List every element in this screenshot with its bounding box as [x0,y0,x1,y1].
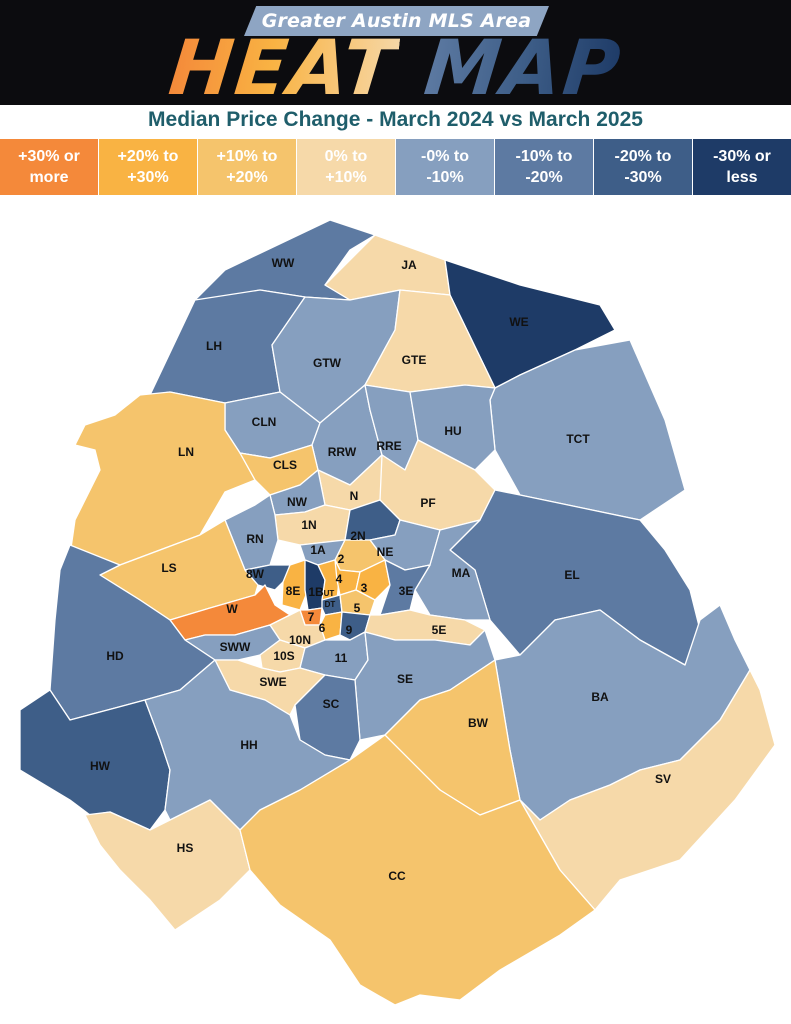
banner-shape [244,6,549,36]
header-bar: Greater Austin MLS Area HEAT MAP [0,0,791,112]
map-label-we: WE [509,315,528,329]
map-label-7: 7 [308,610,315,624]
map-label-ma: MA [452,566,471,580]
area-map: WW JA WE LH GTW GTE TCT CLN RRW RRE HU LN CLS N PF NW 1N… [19,219,776,1006]
map-area-5 [339,589,376,616]
map-label-ls: LS [161,561,176,575]
legend-item: -20% to -30% [594,139,693,195]
map-label-10n: 10N [289,633,311,647]
subtitle: Median Price Change - March 2024 vs Marc… [148,108,643,131]
map-label-9: 9 [346,623,353,637]
map-label-ut: UT [324,589,335,598]
map-label-sc: SC [323,697,340,711]
map-label-2n: 2N [350,529,365,543]
map-label-sww: SWW [220,640,251,654]
map-label-ww: WW [272,256,295,270]
map-label-11: 11 [335,651,348,665]
map-label-rrw: RRW [328,445,357,459]
map-label-cc: CC [388,869,406,883]
legend-item: -0% to -10% [396,139,495,195]
main-title: HEAT MAP [0,23,791,112]
legend-item: +30% or more [0,139,99,195]
map-label-ba: BA [591,690,609,704]
map-label-5e: 5E [432,623,447,637]
legend: +30% or more +20% to +30% +10% to +20% 0… [0,139,791,195]
title-word-map: MAP [420,23,626,112]
banner: Greater Austin MLS Area [244,6,549,36]
map-label-hu: HU [444,424,461,438]
map-label-hs: HS [177,841,194,855]
map-label-1b: 1B [308,585,324,599]
map-label-cls: CLS [273,458,297,472]
map-label-se: SE [397,672,413,686]
map-label-cln: CLN [252,415,277,429]
map-label-10s: 10S [273,649,294,663]
map-area-3 [355,559,391,601]
map-label-hh: HH [240,738,257,752]
area-shapes [19,219,776,1006]
map-area-cc [239,734,596,1006]
map-label-3: 3 [361,581,368,595]
map-label-hd: HD [106,649,124,663]
area-labels: WW JA WE LH GTW GTE TCT CLN RRW RRE HU LN CLS N PF NW 1N… [90,256,671,883]
map-label-gtw: GTW [313,356,342,370]
map-label-8e: 8E [286,584,301,598]
legend-item: +20% to +30% [99,139,198,195]
map-label-el: EL [564,568,579,582]
map-area-3e [379,559,431,616]
map-label-bw: BW [468,716,489,730]
map-label-2: 2 [338,552,345,566]
map-label-nw: NW [287,495,308,509]
map-label-n: N [350,489,359,503]
map-area-ma [414,519,491,621]
map-label-w: W [226,602,238,616]
map-label-5: 5 [354,601,361,615]
map-label-1n: 1N [301,518,316,532]
map-label-8w: 8W [246,567,265,581]
map-label-pf: PF [420,496,435,510]
legend-item: 0% to +10% [297,139,396,195]
legend-item: -10% to -20% [495,139,594,195]
map-label-4: 4 [336,572,343,586]
map-label-rn: RN [246,532,263,546]
map-label-ja: JA [401,258,417,272]
legend-item: +10% to +20% [198,139,297,195]
map-label-gte: GTE [402,353,427,367]
map-label-6: 6 [319,621,326,635]
map-area-hs [84,799,251,931]
map-label-tct: TCT [566,432,590,446]
map-label-ne: NE [377,545,394,559]
map-label-3e: 3E [399,584,414,598]
map-label-rre: RRE [376,439,401,453]
map-label-lh: LH [206,339,222,353]
banner-text: Greater Austin MLS Area [261,10,532,32]
map-label-swe: SWE [259,675,286,689]
map-label-1a: 1A [310,543,326,557]
map-label-hw: HW [90,759,111,773]
title-word-heat: HEAT [165,23,402,112]
legend-item: -30% or less [693,139,791,195]
map-label-ln: LN [178,445,194,459]
map-label-dt: DT [325,600,336,609]
map-label-sv: SV [655,772,671,786]
